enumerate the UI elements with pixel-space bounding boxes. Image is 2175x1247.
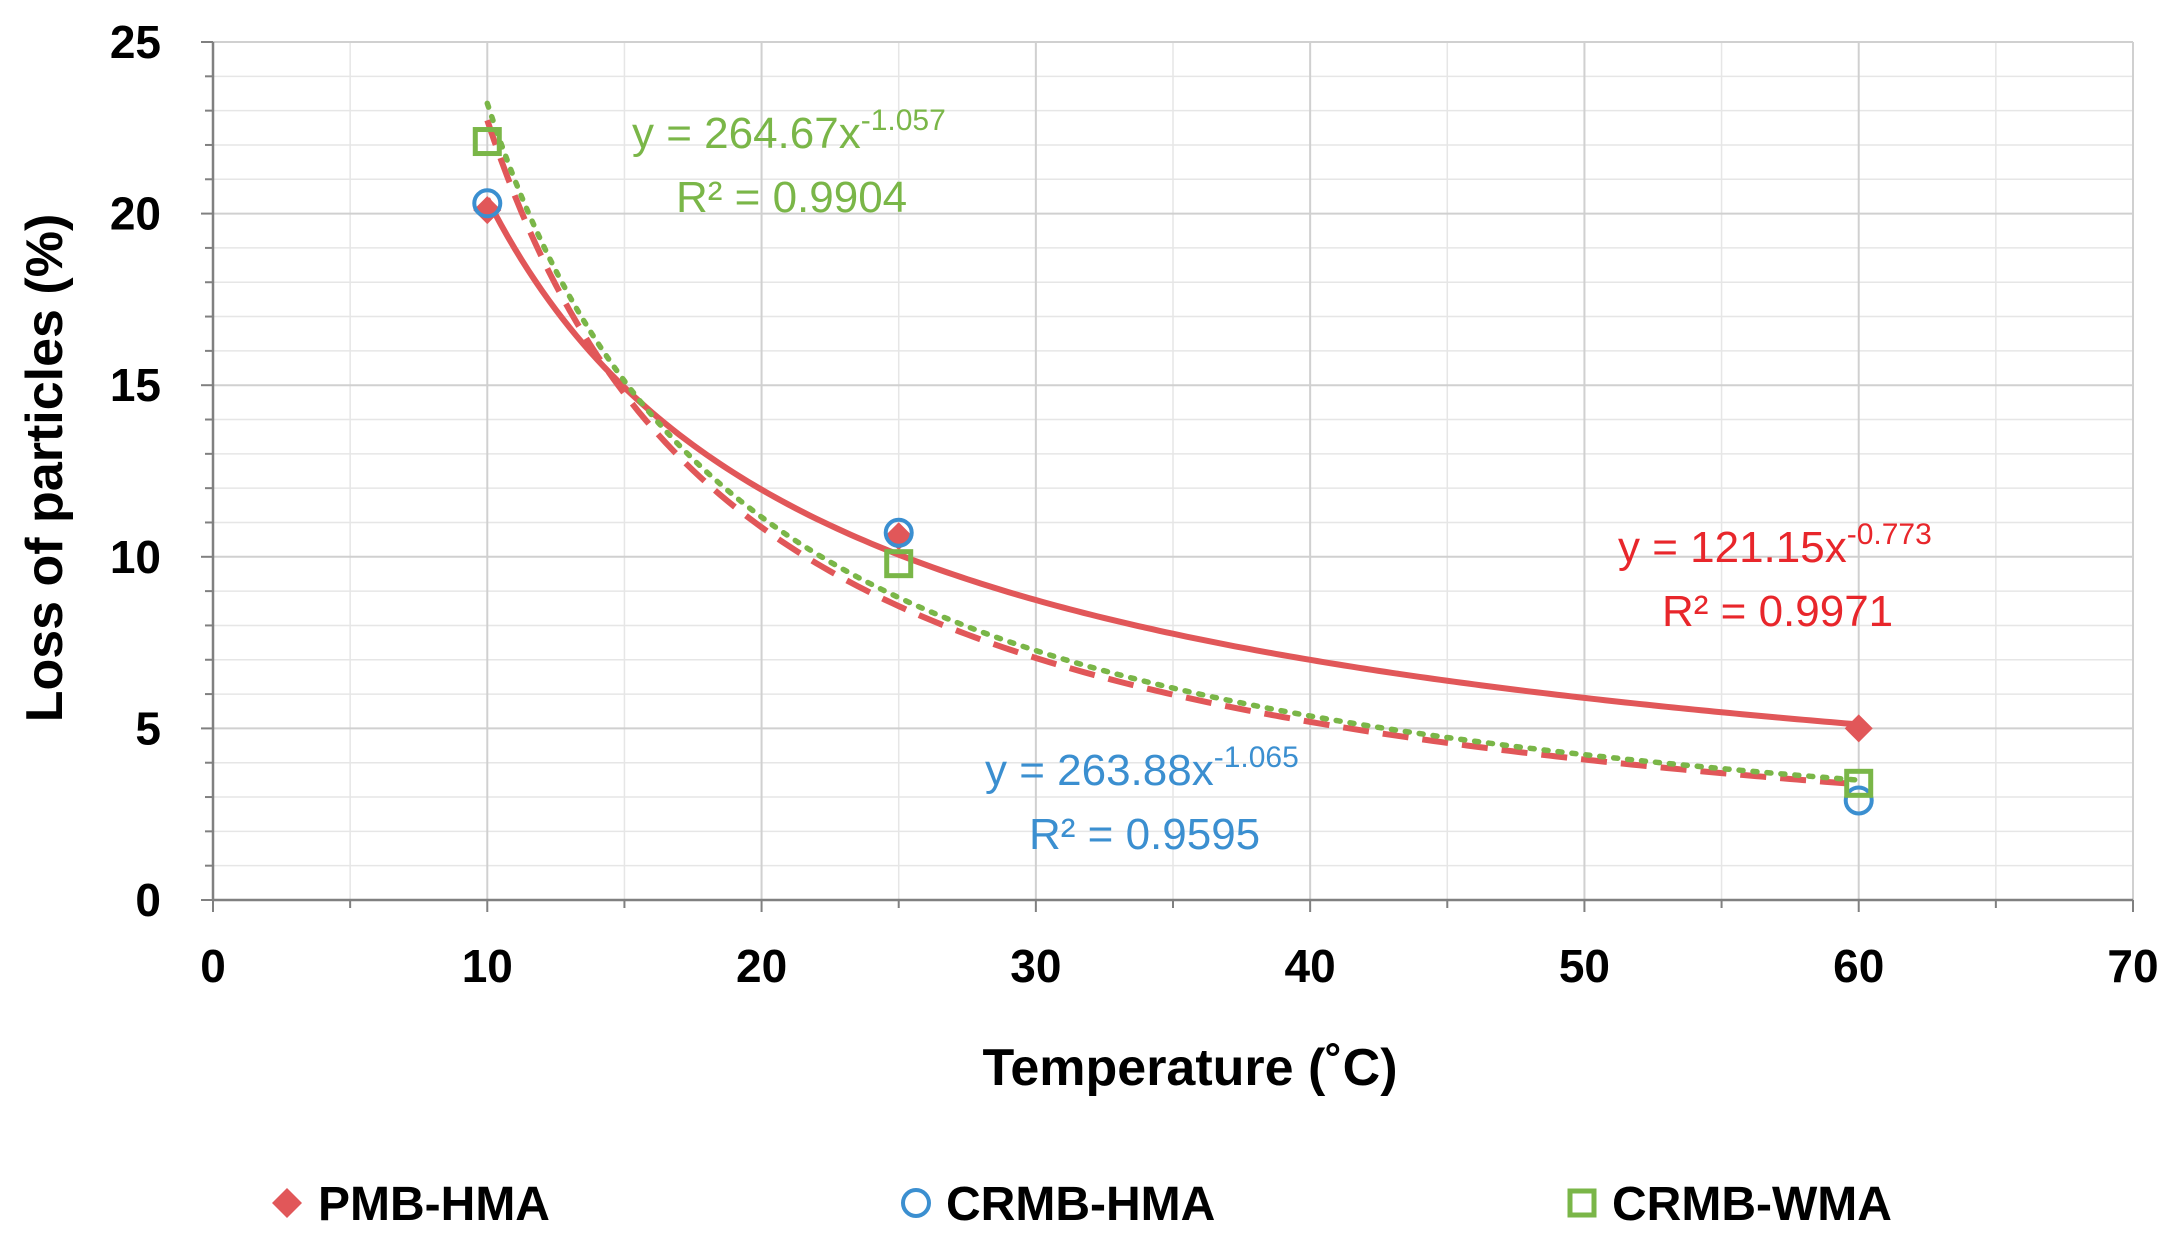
trendlines (484, 100, 1862, 788)
data-point-pmb-hma (473, 196, 502, 225)
legend: PMB-HMA CRMB-HMA CRMB-WMA (272, 1178, 1892, 1231)
y-tick-label: 0 (135, 874, 161, 926)
equation-crmb-hma-r2: R² = 0.9595 (1029, 810, 1260, 859)
x-tick-label: 30 (1010, 940, 1061, 992)
y-tick-label: 20 (110, 188, 161, 240)
trendline-crmb-wma (484, 100, 1862, 783)
data-point-crmb-hma (1843, 785, 1874, 816)
trendline-crmb-hma (484, 119, 1859, 788)
x-tick-label: 0 (200, 940, 226, 992)
equation-pmb-hma: y = 121.15x-0.773 R² = 0.9971 (1618, 518, 1932, 636)
legend-item-crmb-hma: CRMB-HMA (901, 1178, 1215, 1231)
legend-label-crmb-hma: CRMB-HMA (946, 1178, 1215, 1231)
y-tick-label: 10 (110, 531, 161, 583)
x-tick-label: 20 (736, 940, 787, 992)
x-tick-label: 10 (462, 940, 513, 992)
equation-crmb-hma: y = 263.88x-1.065 R² = 0.9595 (985, 741, 1299, 859)
y-tick-label: 25 (110, 16, 161, 68)
grid-lines (213, 41, 2134, 900)
legend-item-pmb-hma: PMB-HMA (272, 1178, 550, 1231)
data-point-crmb-hma (472, 188, 503, 219)
equation-crmb-wma: y = 264.67x-1.057 R² = 0.9904 (632, 104, 946, 222)
equation-crmb-hma-formula: y = 263.88x-1.065 (985, 741, 1299, 795)
x-tick-label: 40 (1285, 940, 1336, 992)
y-tick-label: 5 (135, 702, 161, 754)
legend-circle-icon (901, 1188, 931, 1218)
tick-labels: 0 10 20 30 40 50 60 70 0 5 10 15 20 25 (110, 16, 2159, 992)
equation-crmb-wma-formula: y = 264.67x-1.057 (632, 104, 946, 158)
x-tick-label: 70 (2107, 940, 2158, 992)
trendline-pmb-hma (484, 197, 1859, 728)
legend-label-crmb-wma: CRMB-WMA (1612, 1178, 1892, 1231)
y-axis-title: Loss of particles (%) (16, 214, 74, 723)
equation-pmb-hma-formula: y = 121.15x-0.773 (1618, 518, 1932, 572)
x-axis-title: Temperature (˚C) (982, 1039, 1397, 1097)
legend-square-icon (1567, 1188, 1597, 1218)
y-tick-label: 15 (110, 359, 161, 411)
data-point-crmb-wma (1844, 768, 1874, 798)
legend-diamond-icon (272, 1188, 302, 1218)
legend-label-pmb-hma: PMB-HMA (318, 1178, 550, 1231)
data-point-crmb-wma (472, 127, 502, 157)
x-tick-label: 50 (1559, 940, 1610, 992)
data-point-pmb-hma (1844, 714, 1873, 743)
axes (201, 41, 2134, 912)
equation-pmb-hma-r2: R² = 0.9971 (1662, 587, 1893, 636)
data-point-crmb-hma (883, 517, 914, 548)
data-point-crmb-wma (884, 549, 914, 579)
data-markers (472, 127, 1874, 816)
legend-item-crmb-wma: CRMB-WMA (1567, 1178, 1892, 1231)
equation-crmb-wma-r2: R² = 0.9904 (676, 173, 907, 222)
x-tick-label: 60 (1833, 940, 1884, 992)
